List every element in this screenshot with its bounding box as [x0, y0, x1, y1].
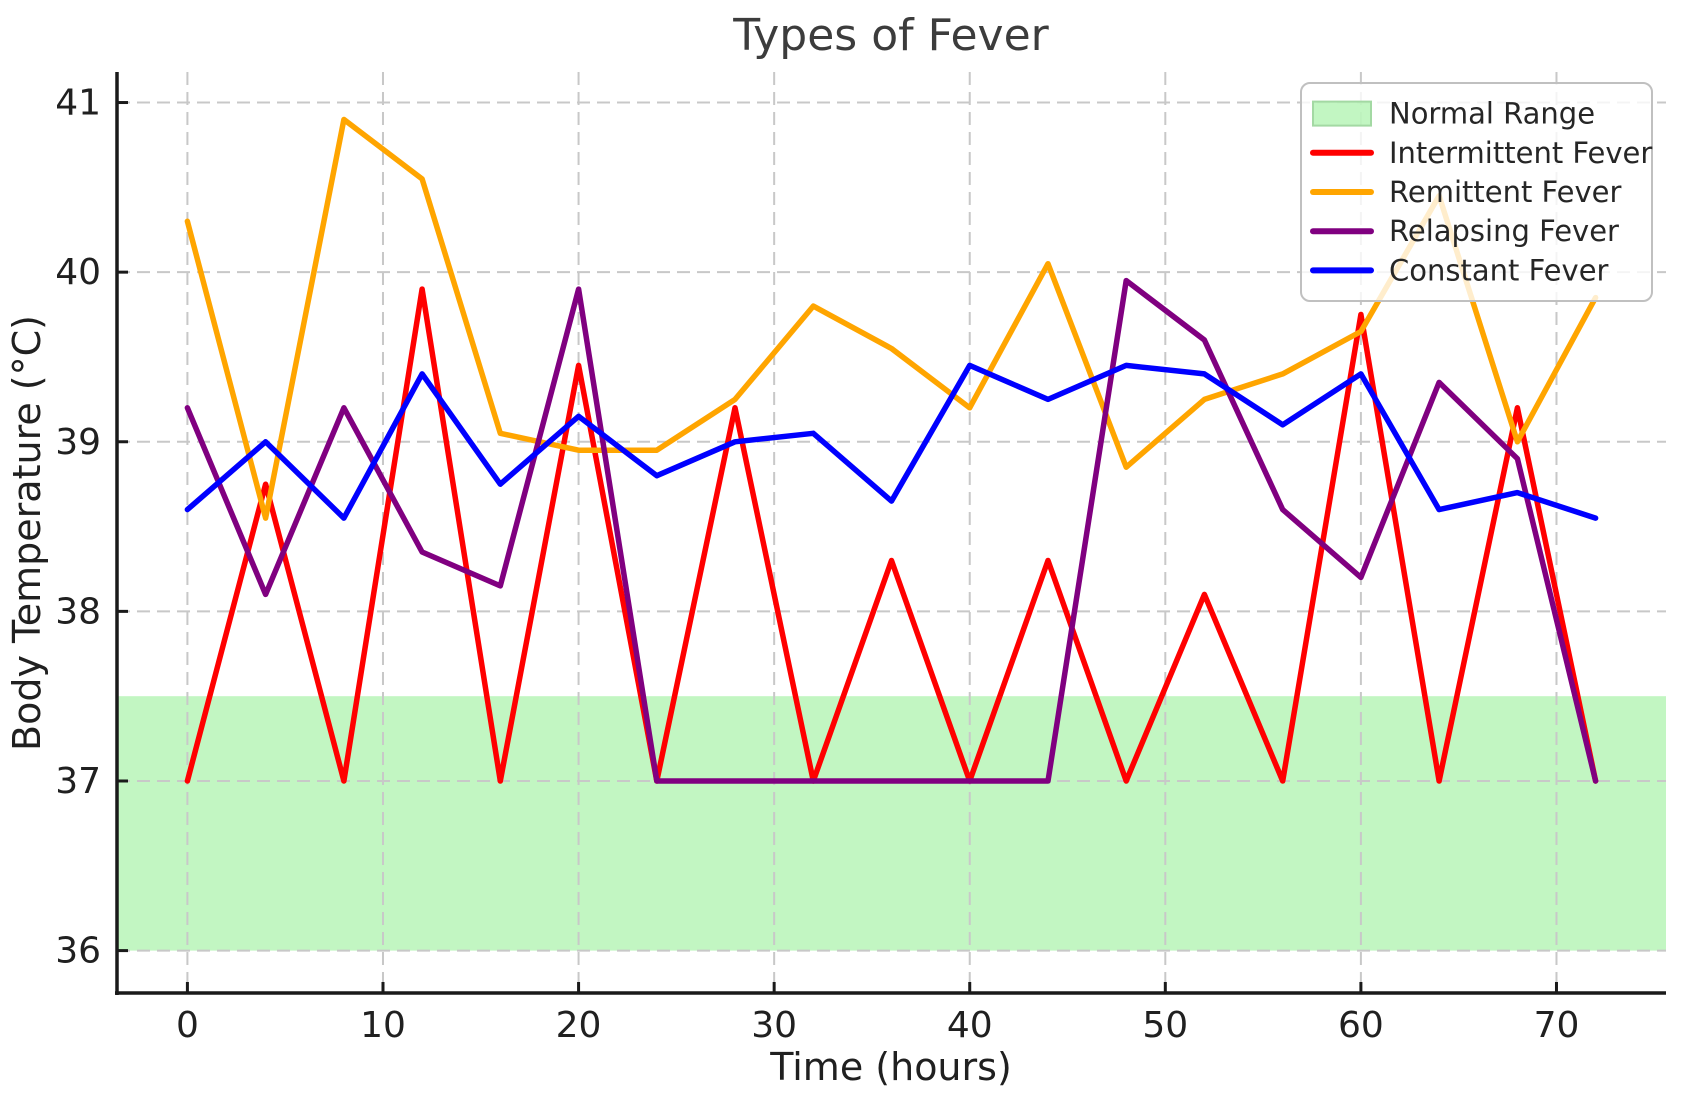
normal-range-band [117, 696, 1666, 951]
y-axis-label: Body Temperature (°C) [5, 315, 49, 751]
y-tick-label: 40 [55, 252, 101, 293]
x-tick-label: 40 [947, 1005, 993, 1046]
y-tick-label: 41 [55, 83, 101, 124]
series-line-remittent-fever [184, 116, 1599, 521]
legend-box [1300, 82, 1653, 302]
series-line-intermittent-fever [184, 286, 1599, 784]
y-tick-label: 36 [55, 931, 101, 972]
x-tick-label: 10 [360, 1005, 406, 1046]
series-line-relapsing-fever [184, 277, 1599, 784]
legend-label: Constant Fever [1389, 253, 1609, 287]
chart-title: Types of Fever [732, 10, 1049, 61]
x-tick-label: 0 [176, 1005, 199, 1046]
legend-label: Normal Range [1389, 97, 1595, 131]
x-tick-label: 20 [556, 1005, 602, 1046]
y-tick-label: 37 [55, 761, 101, 802]
legend-swatch-patch [1312, 100, 1372, 127]
legend-label: Intermittent Fever [1389, 136, 1652, 170]
x-tick-label: 50 [1142, 1005, 1188, 1046]
x-tick-label: 30 [751, 1005, 797, 1046]
y-tick-label: 38 [55, 591, 101, 632]
normal-range-band-layer [117, 696, 1666, 951]
x-tick-label: 60 [1338, 1005, 1384, 1046]
legend-label: Remittent Fever [1389, 175, 1621, 209]
series-layer [184, 116, 1599, 784]
y-tick-label: 39 [55, 422, 101, 463]
legend-label: Relapsing Fever [1389, 214, 1619, 248]
x-tick-label: 70 [1534, 1005, 1580, 1046]
legend: Normal Range Intermittent Fever Remittent … [1300, 82, 1653, 302]
x-axis-label: Time (hours) [769, 1045, 1012, 1089]
series-line-constant-fever [184, 362, 1599, 521]
axes-layer: 0 10 20 30 40 50 60 70 36 37 38 39 40 41 [55, 72, 1666, 1046]
